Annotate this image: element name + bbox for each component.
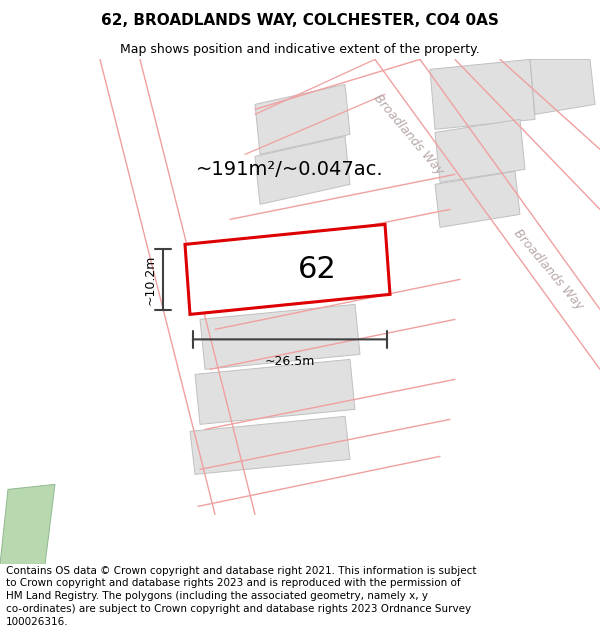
Text: Broadlands Way: Broadlands Way	[371, 91, 445, 178]
Polygon shape	[210, 238, 323, 301]
Polygon shape	[255, 84, 350, 154]
Polygon shape	[0, 484, 55, 564]
Polygon shape	[435, 119, 525, 182]
Polygon shape	[200, 304, 360, 369]
Text: ~26.5m: ~26.5m	[265, 356, 315, 368]
Polygon shape	[530, 59, 595, 114]
Polygon shape	[255, 136, 350, 204]
Polygon shape	[195, 359, 355, 424]
Polygon shape	[185, 224, 390, 314]
Polygon shape	[430, 59, 535, 129]
Text: ~10.2m: ~10.2m	[144, 254, 157, 304]
Text: Map shows position and indicative extent of the property.: Map shows position and indicative extent…	[120, 42, 480, 56]
Text: 62: 62	[298, 255, 337, 284]
Polygon shape	[435, 171, 520, 227]
Text: Broadlands Way: Broadlands Way	[511, 226, 586, 312]
Polygon shape	[190, 416, 350, 474]
Text: ~191m²/~0.047ac.: ~191m²/~0.047ac.	[196, 160, 384, 179]
Text: Contains OS data © Crown copyright and database right 2021. This information is : Contains OS data © Crown copyright and d…	[6, 566, 476, 625]
Text: 62, BROADLANDS WAY, COLCHESTER, CO4 0AS: 62, BROADLANDS WAY, COLCHESTER, CO4 0AS	[101, 13, 499, 28]
